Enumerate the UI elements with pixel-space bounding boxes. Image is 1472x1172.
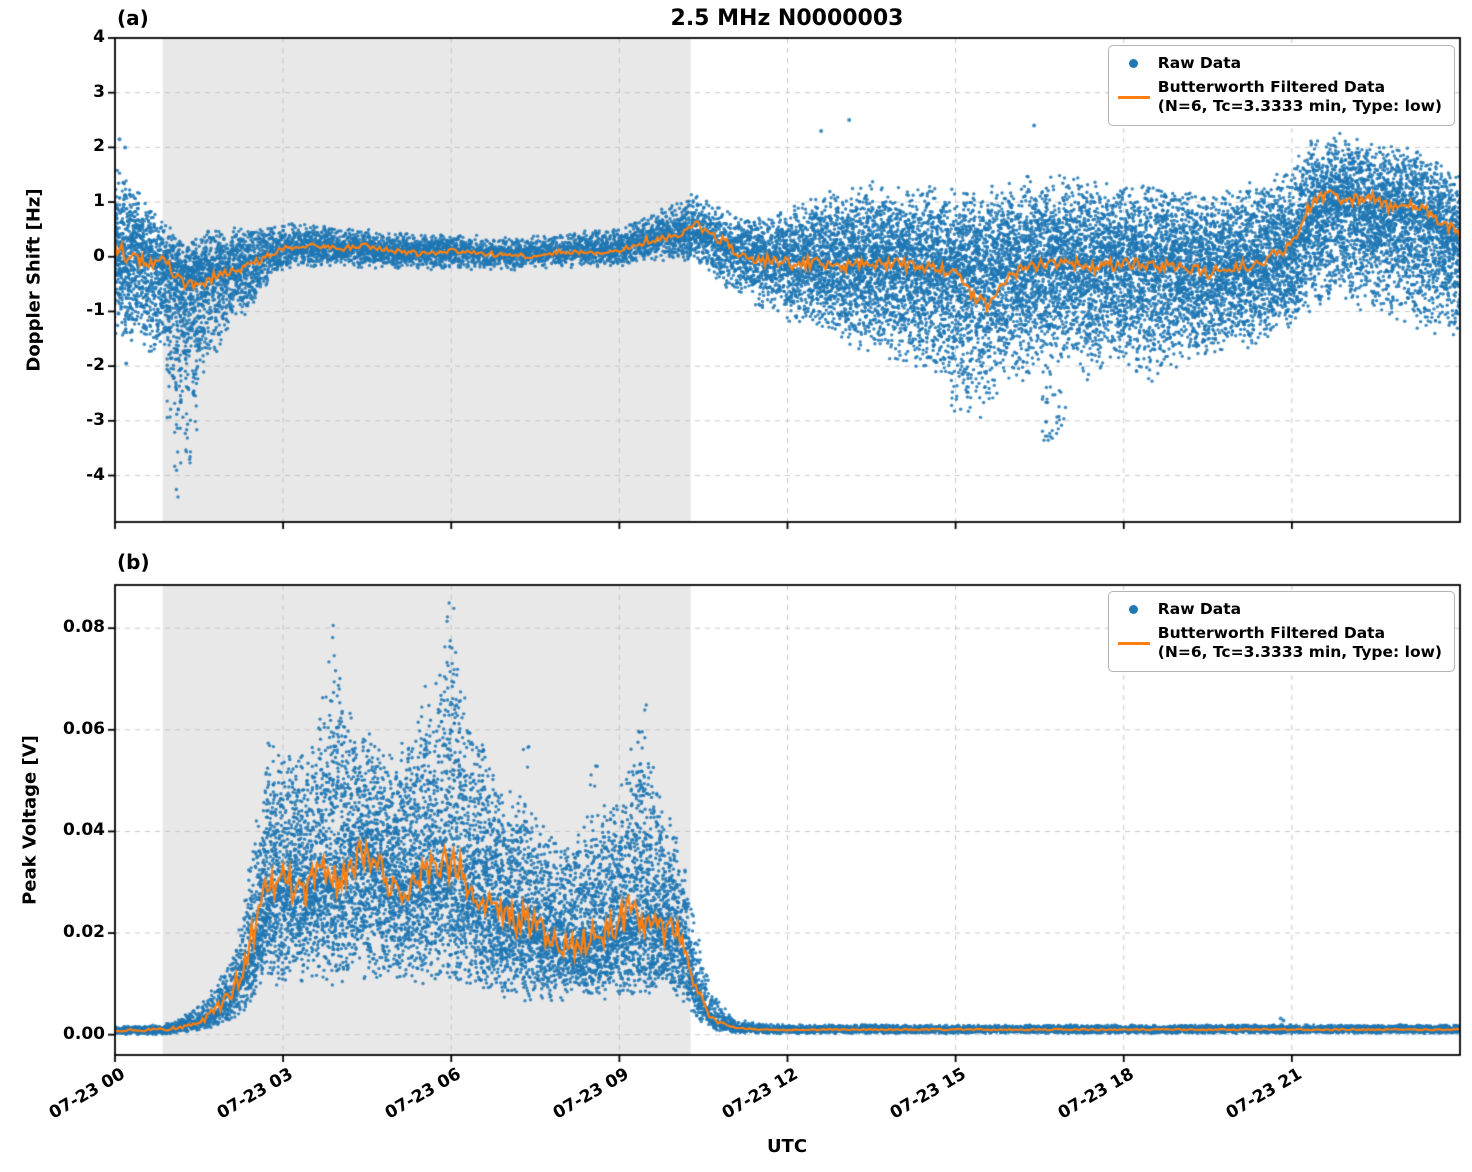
ytick-label: -2	[86, 355, 105, 376]
ytick-label: -4	[86, 464, 105, 485]
panel-b-tag: (b)	[117, 550, 150, 574]
ytick-label: 0.08	[63, 617, 105, 638]
legend-raw-entry: Raw Data	[1118, 54, 1442, 73]
legend-raw-label: Raw Data	[1157, 600, 1242, 618]
ytick-label: 0.00	[63, 1023, 105, 1044]
raw-data-marker-icon	[1118, 605, 1150, 614]
ytick-label: 0	[93, 245, 105, 266]
ytick-label: -1	[86, 300, 105, 321]
ytick-label: -3	[86, 409, 105, 430]
filtered-line-marker-icon	[1117, 95, 1150, 99]
legend-panel-b: Raw Data Butterworth Filtered Data (N=6,…	[1107, 591, 1455, 672]
ytick-label: 0.04	[63, 820, 105, 841]
x-axis-label: UTC	[766, 1136, 808, 1157]
panel-a-tag: (a)	[117, 6, 149, 30]
ytick-label: 3	[93, 81, 105, 102]
legend-filtered-entry: Butterworth Filtered Data (N=6, Tc=3.333…	[1117, 624, 1442, 662]
legend-filtered-label: Butterworth Filtered Data (N=6, Tc=3.333…	[1157, 624, 1442, 661]
ytick-label: 4	[93, 27, 105, 47]
raw-data-marker-icon	[1118, 59, 1150, 68]
ytick-label: 0.06	[63, 718, 105, 739]
legend-filtered-label: Butterworth Filtered Data (N=6, Tc=3.333…	[1157, 78, 1442, 115]
legend-filtered-entry: Butterworth Filtered Data (N=6, Tc=3.333…	[1117, 78, 1442, 116]
chart-title: 2.5 MHz N0000003	[670, 6, 904, 31]
panel-a-ylabel: Doppler Shift [Hz]	[23, 188, 45, 372]
ytick-label: 2	[93, 136, 105, 157]
legend-panel-a: Raw Data Butterworth Filtered Data (N=6,…	[1107, 45, 1455, 126]
legend-raw-label: Raw Data	[1157, 54, 1242, 72]
panel-b-ylabel: Peak Voltage [V]	[19, 735, 41, 905]
filtered-line-marker-icon	[1117, 641, 1150, 645]
legend-raw-entry: Raw Data	[1118, 600, 1442, 619]
ytick-label: 0.02	[63, 922, 105, 943]
ytick-label: 1	[93, 191, 105, 212]
